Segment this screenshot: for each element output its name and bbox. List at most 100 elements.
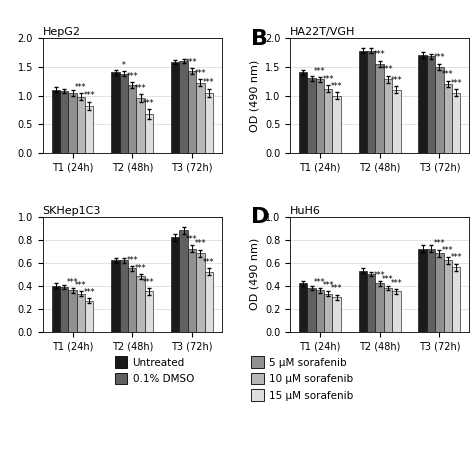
Text: ***: *** xyxy=(83,288,95,297)
Bar xyxy=(52,286,60,332)
Bar xyxy=(332,297,341,332)
Bar xyxy=(137,99,145,153)
Text: ***: *** xyxy=(391,279,402,288)
Text: ***: *** xyxy=(450,253,462,262)
Bar xyxy=(419,55,427,153)
Bar xyxy=(435,67,444,153)
Bar xyxy=(77,97,85,153)
Bar xyxy=(375,283,384,332)
Text: ***: *** xyxy=(75,83,87,92)
Bar xyxy=(299,283,307,332)
Bar xyxy=(299,73,307,153)
Text: ***: *** xyxy=(314,67,326,76)
Text: ***: *** xyxy=(127,255,138,264)
Bar xyxy=(316,290,324,332)
Text: B: B xyxy=(251,29,268,49)
Text: HepG2: HepG2 xyxy=(43,27,81,37)
Text: ***: *** xyxy=(331,82,342,91)
Text: ***: *** xyxy=(135,264,146,273)
Bar xyxy=(145,114,153,153)
Bar xyxy=(85,106,93,153)
Bar xyxy=(60,287,68,332)
Bar xyxy=(111,260,120,332)
Bar xyxy=(427,56,435,153)
Text: ***: *** xyxy=(203,258,215,267)
Text: ***: *** xyxy=(374,271,385,280)
Text: *: * xyxy=(122,61,126,70)
Text: ***: *** xyxy=(186,235,198,244)
Bar xyxy=(332,96,341,153)
Bar xyxy=(427,249,435,332)
Bar xyxy=(384,288,392,332)
Bar xyxy=(77,294,85,332)
Bar xyxy=(367,274,375,332)
Bar xyxy=(452,92,460,153)
Bar xyxy=(205,92,213,153)
Text: ***: *** xyxy=(442,246,454,255)
Bar xyxy=(392,292,401,332)
Bar xyxy=(171,237,180,332)
Bar xyxy=(137,276,145,332)
Bar xyxy=(452,267,460,332)
Bar xyxy=(324,89,332,153)
Text: ***: *** xyxy=(442,70,454,79)
Text: ***: *** xyxy=(83,91,95,100)
Bar xyxy=(196,254,205,332)
Y-axis label: OD (490 nm): OD (490 nm) xyxy=(249,59,259,132)
Bar xyxy=(367,51,375,153)
Bar xyxy=(180,230,188,332)
Bar xyxy=(316,80,324,153)
Text: HuH6: HuH6 xyxy=(290,206,321,216)
Text: ***: *** xyxy=(75,281,87,290)
Bar xyxy=(171,62,180,153)
Text: ***: *** xyxy=(322,281,334,290)
Legend: 5 μM sorafenib, 10 μM sorafenib, 15 μM sorafenib: 5 μM sorafenib, 10 μM sorafenib, 15 μM s… xyxy=(251,356,353,401)
Text: ***: *** xyxy=(382,65,394,74)
Bar xyxy=(180,61,188,153)
Text: ***: *** xyxy=(382,275,394,284)
Bar xyxy=(188,72,196,153)
Bar xyxy=(120,260,128,332)
Text: ***: *** xyxy=(143,99,155,108)
Bar xyxy=(324,294,332,332)
Text: SKHep1C3: SKHep1C3 xyxy=(43,206,101,216)
Text: ***: *** xyxy=(127,72,138,81)
Text: ***: *** xyxy=(331,284,342,293)
Text: D: D xyxy=(251,207,269,228)
Text: ***: *** xyxy=(195,239,206,248)
Bar xyxy=(359,51,367,153)
Text: ***: *** xyxy=(374,50,385,59)
Text: ***: *** xyxy=(322,75,334,84)
Text: ***: *** xyxy=(450,79,462,88)
Text: ***: *** xyxy=(135,84,146,93)
Bar xyxy=(60,91,68,153)
Text: ***: *** xyxy=(434,239,445,248)
Bar xyxy=(444,84,452,153)
Bar xyxy=(68,92,77,153)
Bar xyxy=(85,301,93,332)
Bar xyxy=(128,85,137,153)
Bar xyxy=(375,64,384,153)
Text: ***: *** xyxy=(143,277,155,286)
Text: ***: *** xyxy=(195,69,206,78)
Text: HA22T/VGH: HA22T/VGH xyxy=(290,27,356,37)
Bar xyxy=(120,73,128,153)
Text: ***: *** xyxy=(203,78,215,87)
Bar xyxy=(307,78,316,153)
Bar xyxy=(196,83,205,153)
Bar xyxy=(359,271,367,332)
Text: ***: *** xyxy=(67,277,78,286)
Bar xyxy=(435,254,444,332)
Bar xyxy=(444,260,452,332)
Bar xyxy=(68,290,77,332)
Text: ***: *** xyxy=(186,58,198,67)
Bar xyxy=(188,249,196,332)
Bar xyxy=(419,249,427,332)
Text: ***: *** xyxy=(391,76,402,85)
Bar xyxy=(384,80,392,153)
Bar xyxy=(307,288,316,332)
Bar xyxy=(111,73,120,153)
Bar xyxy=(392,90,401,153)
Text: ***: *** xyxy=(314,277,326,286)
Bar xyxy=(205,272,213,332)
